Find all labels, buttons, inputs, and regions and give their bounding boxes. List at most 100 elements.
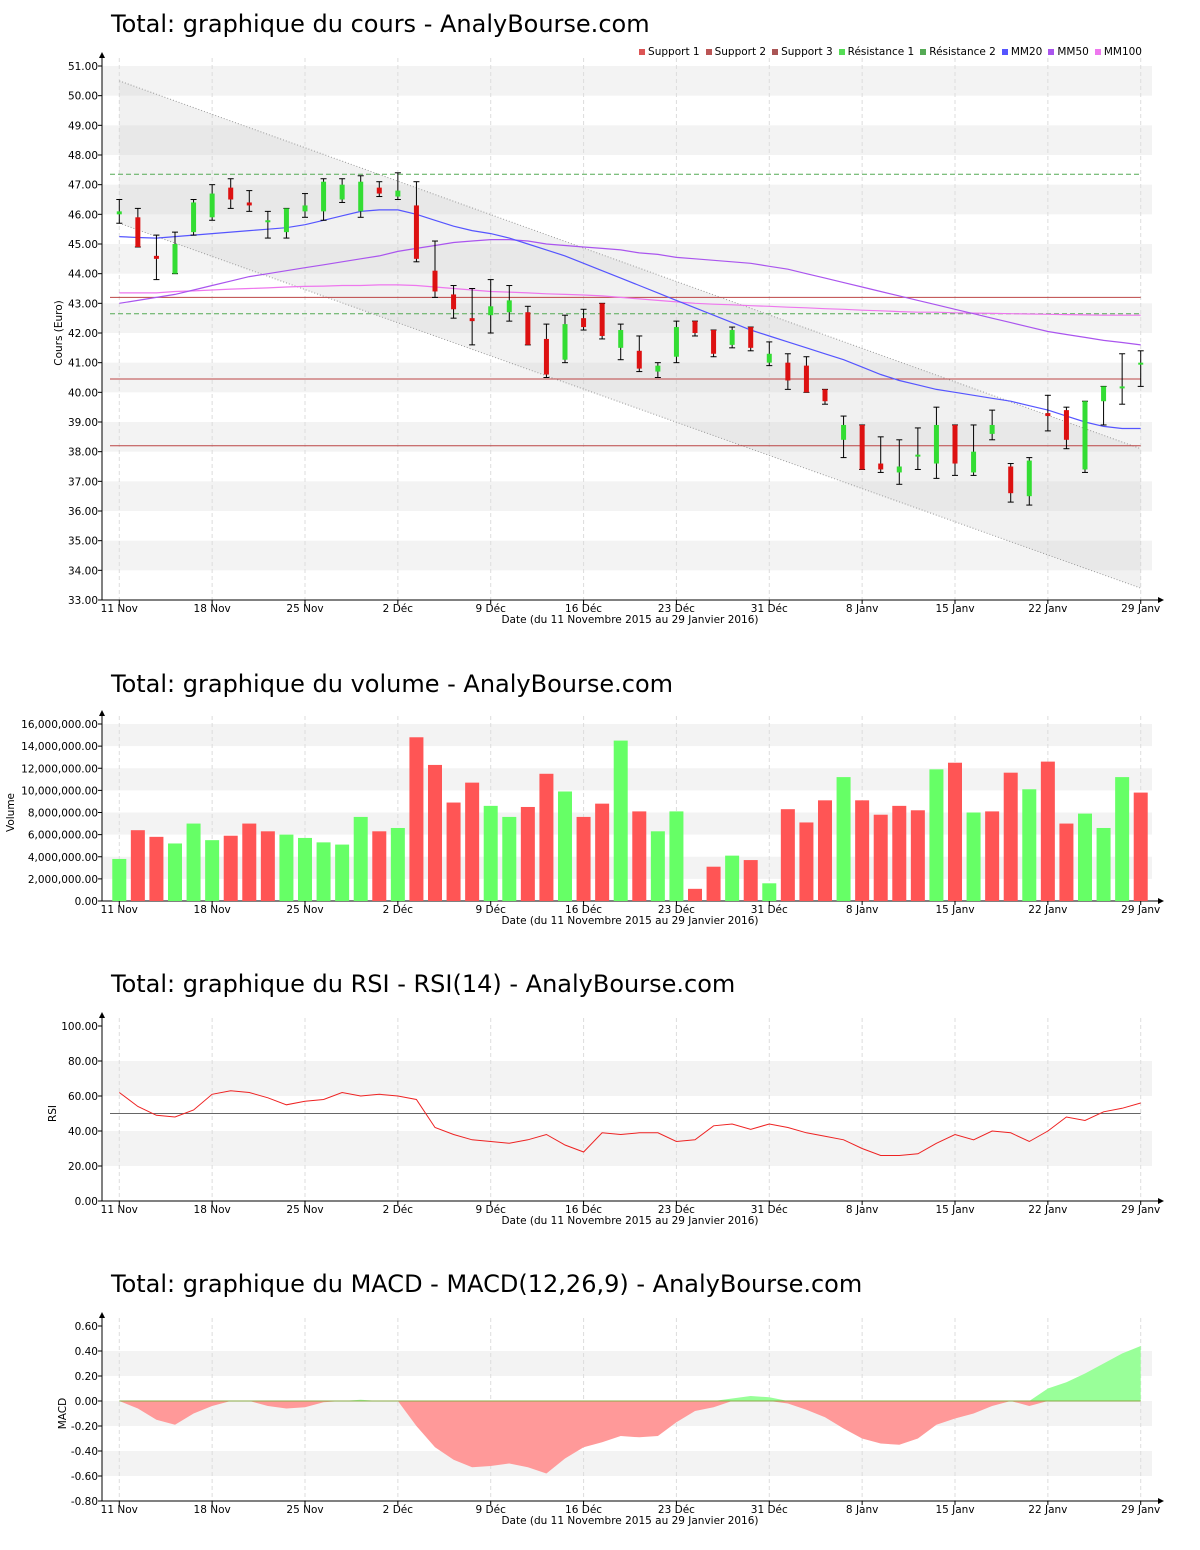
volume-bar <box>799 822 814 901</box>
y-axis-label: MACD <box>57 1398 69 1429</box>
y-tick-label: 2,000,000.00 <box>28 874 98 886</box>
candle-body <box>1063 410 1069 440</box>
x-axis-arrow <box>1158 898 1164 904</box>
legend-swatch <box>1001 49 1008 55</box>
candle-body <box>599 303 605 336</box>
channel-lower-line <box>119 222 1141 589</box>
y-tick-label: 12,000,000.00 <box>21 763 98 775</box>
y-tick-label: 51.00 <box>68 61 98 73</box>
x-tick-label: 8 Janv <box>846 904 878 916</box>
x-tick-label: 18 Nov <box>194 904 231 916</box>
volume-bar <box>818 800 832 901</box>
grid-band <box>102 1451 1152 1476</box>
x-tick-label: 16 Déc <box>565 603 602 615</box>
y-tick-label: 49.00 <box>68 120 98 132</box>
volume-bar <box>186 823 201 901</box>
candle-body <box>1045 413 1051 417</box>
y-tick-label: 50.00 <box>68 91 98 103</box>
candle-body <box>116 211 122 215</box>
volume-bar <box>1022 789 1037 901</box>
y-tick-label: 43.00 <box>68 298 98 310</box>
candle-body <box>469 318 475 322</box>
x-tick-label: 15 Janv <box>935 1204 974 1216</box>
y-tick-label: 14,000,000.00 <box>21 741 98 753</box>
x-tick-label: 15 Janv <box>935 1504 974 1516</box>
volume-chart-title: Total: graphique du volume - AnalyBourse… <box>111 670 674 698</box>
y-tick-label: 45.00 <box>68 239 98 251</box>
x-axis-arrow <box>1158 1498 1164 1504</box>
candle-body <box>673 327 679 357</box>
volume-bar <box>130 830 145 901</box>
candle-body <box>395 190 401 197</box>
legend-label: Support 3 <box>781 46 833 58</box>
x-tick-label: 11 Nov <box>101 1504 138 1516</box>
x-tick-label: 2 Déc <box>383 1504 414 1516</box>
y-tick-label: 0.60 <box>75 1321 98 1333</box>
candle-body <box>135 217 141 247</box>
y-tick-label: 36.00 <box>68 506 98 518</box>
candle-body <box>228 187 234 200</box>
y-tick-label: 20.00 <box>68 1161 98 1173</box>
candle-body <box>1082 401 1088 470</box>
x-tick-label: 31 Déc <box>751 1204 788 1216</box>
volume-bar <box>948 762 962 901</box>
x-tick-label: 16 Déc <box>565 904 602 916</box>
y-axis-arrow <box>99 710 105 716</box>
volume-bar <box>595 803 610 901</box>
volume-bar <box>1003 772 1018 901</box>
x-tick-label: 9 Déc <box>476 1204 507 1216</box>
volume-bar <box>1096 827 1111 901</box>
y-tick-label: 80.00 <box>68 1056 98 1068</box>
mm20-line <box>119 209 1141 430</box>
grid-band <box>102 184 1152 215</box>
candle-body <box>432 270 438 292</box>
volume-bar <box>855 800 870 901</box>
grid-band <box>102 1351 1152 1376</box>
x-tick-label: 25 Nov <box>286 1204 323 1216</box>
volume-bar <box>149 836 164 901</box>
candle-body <box>896 466 902 473</box>
candle-body <box>1101 386 1107 402</box>
y-tick-label: 60.00 <box>68 1091 98 1103</box>
x-tick-label: 8 Janv <box>846 1204 878 1216</box>
legend-entry: MM50 <box>1048 46 1089 58</box>
volume-bar <box>298 837 312 901</box>
price-chart-title: Total: graphique du cours - AnalyBourse.… <box>111 10 650 38</box>
grid-band <box>102 244 1152 274</box>
y-tick-label: 41.00 <box>68 358 98 370</box>
legend-swatch <box>705 49 712 55</box>
volume-bar <box>520 806 535 901</box>
candle-body <box>358 181 364 212</box>
macd-chart: -0.80 -0.60 -0.40 -0.20 0.00 0.20 0.40 0.60 11 N… <box>57 1312 1164 1527</box>
y-tick-label: -0.40 <box>71 1446 98 1458</box>
x-tick-label: 18 Nov <box>194 603 231 615</box>
volume-bar <box>1133 792 1148 901</box>
x-tick-label: 29 Janv <box>1121 904 1160 916</box>
y-axis-label: Cours (Euro) <box>53 300 65 366</box>
x-tick-label: 2 Déc <box>383 603 414 615</box>
candle-body <box>878 463 884 470</box>
candle-body <box>636 350 642 369</box>
y-tick-label: 44.00 <box>68 269 98 281</box>
candle-body <box>191 202 197 233</box>
y-tick-label: 40.00 <box>68 1126 98 1138</box>
legend-swatch <box>838 49 845 55</box>
y-tick-label: 37.00 <box>68 476 98 488</box>
y-tick-label: 33.00 <box>68 595 98 607</box>
candle-body <box>209 193 215 218</box>
macd-negative-area <box>119 1401 1141 1474</box>
candle-body <box>933 424 939 464</box>
candle-body <box>451 294 457 310</box>
candle-body <box>302 205 308 212</box>
candle-body <box>246 202 252 206</box>
legend-label: Résistance 1 <box>847 46 915 58</box>
volume-bar <box>1059 823 1074 901</box>
y-tick-label: -0.20 <box>71 1421 98 1433</box>
price-chart: 33.00 34.00 35.00 36.00 37.00 38.00 39.00 40.00… <box>53 52 1164 626</box>
y-tick-label: 100.00 <box>61 1021 98 1033</box>
candle-body <box>1008 466 1014 494</box>
candle-body <box>543 338 549 375</box>
x-axis-caption: Date (du 11 Novembre 2015 au 29 Janvier … <box>501 1215 758 1227</box>
x-tick-label: 22 Janv <box>1028 904 1067 916</box>
candle-body <box>655 365 661 372</box>
